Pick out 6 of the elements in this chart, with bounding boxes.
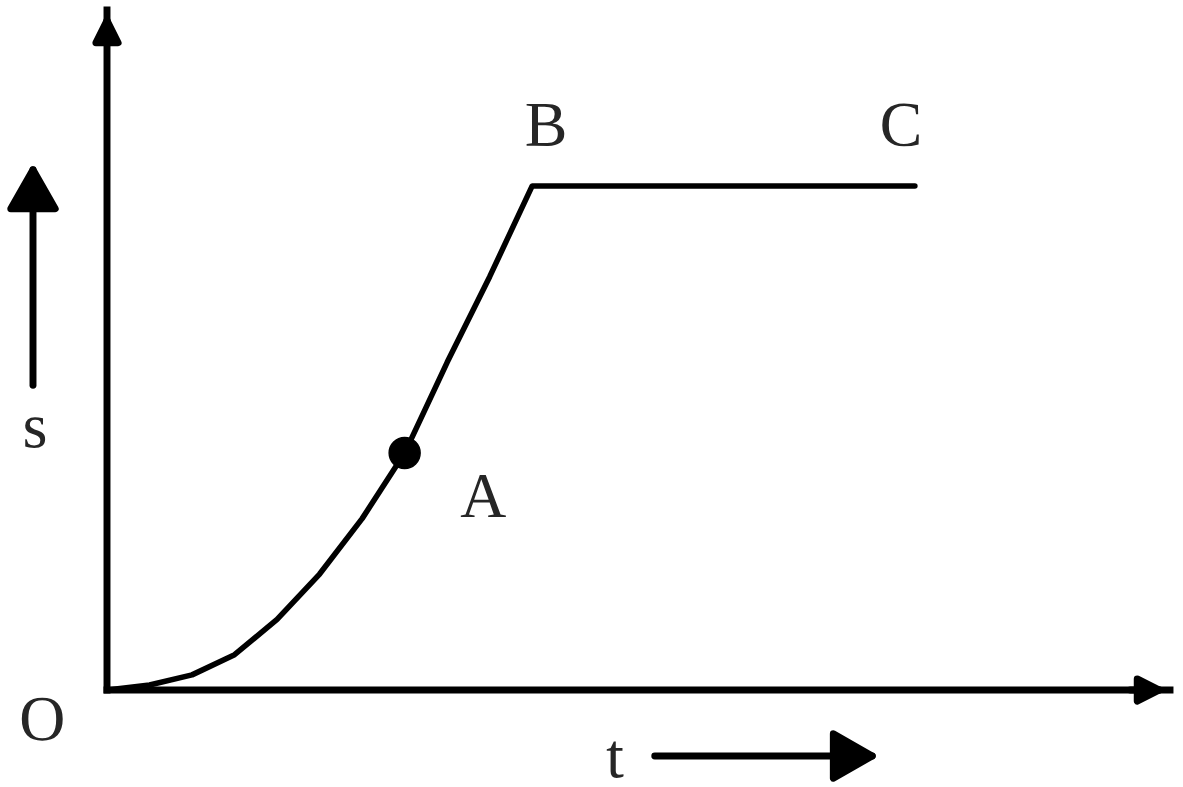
x-axis-title: t <box>606 741 624 778</box>
text: B <box>526 103 565 146</box>
text: O <box>21 697 63 741</box>
y-axis-title: s <box>25 417 46 448</box>
annotation: A <box>460 474 506 518</box>
text: C <box>882 103 919 147</box>
